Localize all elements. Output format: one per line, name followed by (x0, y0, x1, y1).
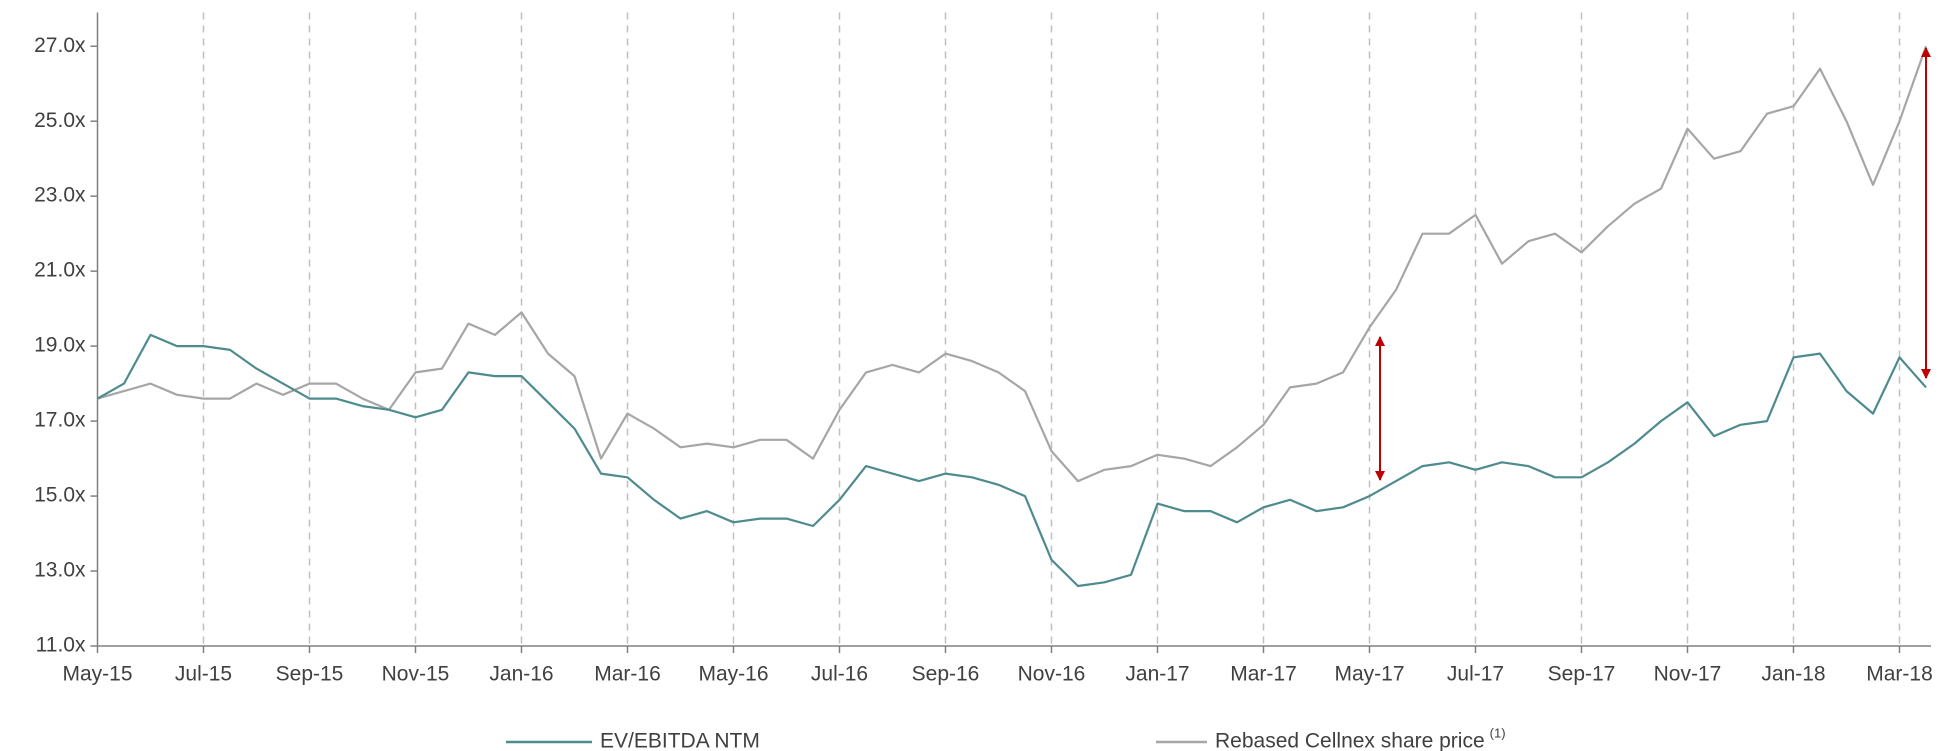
x-tick-label: Mar-18 (1866, 663, 1933, 686)
x-tick-label: Mar-16 (594, 663, 661, 686)
x-tick-label: Jan-17 (1125, 663, 1189, 686)
y-tick-label: 15.0x (34, 484, 86, 507)
legend-note: (1) (1490, 725, 1506, 740)
y-tick-label: 21.0x (34, 259, 86, 282)
x-tick-label: May-16 (698, 663, 768, 686)
x-tick-label: Jul-16 (811, 663, 868, 686)
x-tick-label: Nov-17 (1654, 663, 1722, 686)
x-tick-label: Jan-18 (1761, 663, 1825, 686)
legend-label: EV/EBITDA NTM (600, 730, 760, 751)
x-tick-label: Sep-15 (276, 663, 344, 686)
legend-label: Rebased Cellnex share price (1215, 730, 1485, 751)
x-tick-label: Sep-16 (912, 663, 980, 686)
series-line (97, 45, 1928, 483)
x-tick-label: Jul-17 (1447, 663, 1504, 686)
x-tick-label: Jul-15 (175, 663, 232, 686)
x-tick-label: Nov-16 (1018, 663, 1086, 686)
x-tick-label: Sep-17 (1548, 663, 1616, 686)
x-tick-label: Nov-15 (382, 663, 450, 686)
y-tick-label: 13.0x (34, 559, 86, 582)
x-tick-label: Jan-16 (489, 663, 553, 686)
x-tick-label: May-15 (62, 663, 132, 686)
y-tick-label: 19.0x (34, 334, 86, 357)
y-tick-label: 23.0x (34, 184, 86, 207)
y-tick-label: 11.0x (36, 634, 86, 657)
x-tick-label: May-17 (1334, 663, 1404, 686)
y-tick-label: 27.0x (34, 34, 86, 57)
y-tick-label: 17.0x (34, 409, 86, 432)
series-line (96, 333, 1927, 588)
y-tick-label: 25.0x (34, 109, 86, 132)
x-tick-label: Mar-17 (1230, 663, 1297, 686)
